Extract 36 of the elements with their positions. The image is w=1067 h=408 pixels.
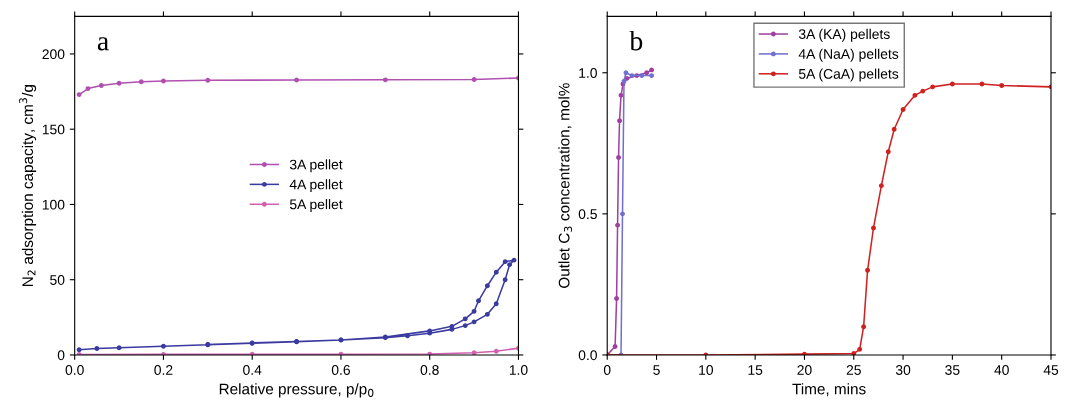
x-tick-label: 10 (699, 365, 714, 375)
y-tick-label: 0.0 (578, 350, 597, 361)
y-tick-label: 0.5 (578, 209, 597, 220)
y-tick-label: 150 (42, 124, 65, 135)
legend-label: 5A pellet (289, 199, 343, 213)
x-tick-label: 0.8 (420, 365, 439, 375)
legend-label: 3A pellet (289, 159, 343, 173)
y-tick-label: 1.0 (579, 68, 597, 78)
y-tick-label: 200 (42, 49, 65, 60)
y-tick-label: 0 (57, 350, 65, 361)
annotation: a (97, 37, 109, 51)
y-tick-label: 100 (42, 199, 65, 210)
x-tick-label: 0.2 (154, 365, 173, 375)
x-axis-title: Time, mins (792, 383, 866, 397)
legend-label: 4A (NaA) pellets (798, 48, 899, 62)
x-tick-label: 30 (895, 365, 911, 375)
legend-label: 3A (KA) pellets (798, 28, 890, 42)
legend-label: 5A (CaA) pellets (798, 68, 899, 82)
legend-label: 4A pellet (289, 179, 343, 193)
x-tick-label: 40 (994, 365, 1009, 375)
x-tick-label: 0.4 (243, 365, 262, 375)
x-tick-label: 5 (653, 365, 660, 375)
x-tick-label: 45 (1043, 365, 1059, 375)
x-tick-label: 15 (748, 365, 763, 375)
y-axis-title: N$_{2}$ adsorption capacity, cm$^{3}$/g (19, 85, 37, 287)
x-tick-label: 1.0 (509, 365, 528, 375)
x-tick-label: 20 (797, 365, 812, 375)
x-tick-label: 0.0 (65, 365, 84, 375)
annotation: b (629, 30, 643, 51)
y-tick-label: 50 (50, 275, 65, 285)
x-tick-label: 0 (603, 365, 611, 375)
y-axis-title: Outlet C$_{3}$ concentration, mol% (558, 83, 573, 288)
x-tick-label: 0.6 (331, 365, 350, 375)
x-tick-label: 35 (945, 365, 960, 375)
x-tick-label: 25 (846, 365, 861, 375)
x-axis-title: Relative pressure, p/p$_{0}$ (219, 383, 374, 398)
